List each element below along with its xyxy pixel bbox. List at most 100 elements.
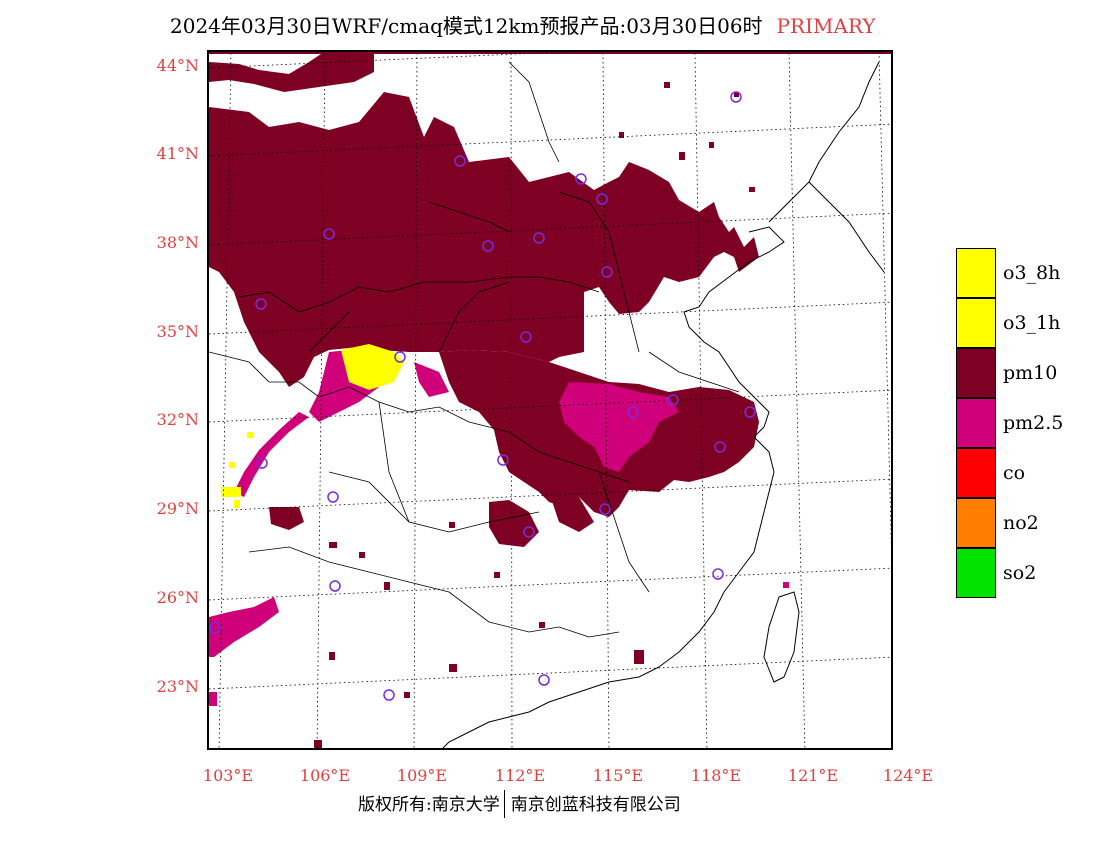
pm25-dot <box>783 582 789 588</box>
station-marker[interactable] <box>255 298 267 310</box>
pm25-sichuan <box>309 350 379 422</box>
station-marker[interactable] <box>209 622 221 634</box>
legend-label: so2 <box>1003 562 1037 584</box>
pm10-dot <box>679 152 685 160</box>
lat-label-44: 44°N <box>156 56 199 75</box>
pm10-dot <box>449 664 457 672</box>
lon-label-121: 121°E <box>787 766 839 785</box>
coastline <box>442 61 885 748</box>
station-marker[interactable] <box>523 526 535 538</box>
pm10-dot <box>404 692 410 698</box>
legend-label: pm10 <box>1003 362 1058 384</box>
map-panel[interactable] <box>207 50 893 750</box>
province-borders <box>209 61 740 638</box>
station-marker[interactable] <box>730 91 742 103</box>
title-text: 2024年03月30日WRF/cmaq模式12km预报产品:03月30日06时 <box>170 14 763 38</box>
pm10-dot <box>709 142 714 148</box>
pm25-layer <box>209 350 789 706</box>
pm10-jiangxi <box>549 492 594 532</box>
legend-swatch <box>956 498 996 548</box>
o3-dot <box>247 432 253 438</box>
station-marker[interactable] <box>482 240 494 252</box>
o3-layer <box>221 344 404 508</box>
station-marker[interactable] <box>383 689 395 701</box>
station-marker[interactable] <box>327 491 339 503</box>
pm10-sw-patch <box>269 507 304 530</box>
station-marker[interactable] <box>520 331 532 343</box>
station-marker[interactable] <box>712 568 724 580</box>
legend-swatch <box>956 348 996 398</box>
station-marker[interactable] <box>533 232 545 244</box>
lat-label-41: 41°N <box>156 144 199 163</box>
station-marker[interactable] <box>744 406 756 418</box>
lon-label-106: 106°E <box>299 766 351 785</box>
pm10-dot <box>734 92 739 97</box>
lat-label-35: 35°N <box>156 322 199 341</box>
lon-label-103: 103°E <box>202 766 254 785</box>
legend-swatch <box>956 298 996 348</box>
lat-label-32: 32°N <box>156 410 199 429</box>
o3-dot <box>234 500 240 508</box>
legend-label: o3_8h <box>1003 262 1061 284</box>
legend-swatch <box>956 398 996 448</box>
station-marker[interactable] <box>575 173 587 185</box>
pm10-dot <box>384 582 390 590</box>
pm10-dot <box>539 622 545 628</box>
pm10-dot <box>449 522 455 528</box>
station-marker[interactable] <box>596 193 608 205</box>
lat-label-38: 38°N <box>156 233 199 252</box>
lon-label-118: 118°E <box>690 766 742 785</box>
copyright-footer: 版权所有:南京大学 南京创蓝科技有限公司 <box>358 790 681 818</box>
o3-shaanxi <box>341 344 404 390</box>
legend-swatch <box>956 448 996 498</box>
primary-tag: PRIMARY <box>776 14 876 38</box>
station-marker[interactable] <box>256 457 268 469</box>
legend-label: no2 <box>1003 512 1039 534</box>
station-marker[interactable] <box>497 454 509 466</box>
lon-label-109: 109°E <box>396 766 448 785</box>
station-marker[interactable] <box>394 351 406 363</box>
lon-label-112: 112°E <box>494 766 546 785</box>
pm10-north-band <box>209 92 759 387</box>
pm10-layer <box>209 52 891 748</box>
legend-label: co <box>1003 462 1026 484</box>
pm10-top-left <box>209 52 374 92</box>
legend-label: o3_1h <box>1003 312 1061 334</box>
legend-label: pm2.5 <box>1003 412 1064 434</box>
pm10-dot <box>749 187 755 192</box>
pm25-hubei <box>414 362 449 397</box>
lat-label-26: 26°N <box>156 588 199 607</box>
pm10-dot <box>329 652 335 660</box>
footer-separator <box>503 790 505 818</box>
pm10-dot <box>359 552 365 558</box>
pm25-sw-streak <box>234 412 309 497</box>
pm10-dot <box>619 132 624 138</box>
pm10-dot <box>634 650 644 664</box>
station-markers <box>209 91 756 701</box>
station-marker[interactable] <box>667 394 679 406</box>
legend-swatch <box>956 548 996 598</box>
pm10-hunan <box>489 500 539 547</box>
forecast-map[interactable] <box>209 52 893 750</box>
map-title: 2024年03月30日WRF/cmaq模式12km预报产品:03月30日06时 P… <box>170 10 876 39</box>
pm10-dot <box>329 542 337 548</box>
station-marker[interactable] <box>329 580 341 592</box>
lon-label-124: 124°E <box>882 766 934 785</box>
pm10-dot <box>494 572 500 578</box>
pm10-dot <box>664 82 670 88</box>
o3-dot <box>229 462 235 468</box>
station-marker[interactable] <box>454 155 466 167</box>
graticule <box>209 52 891 748</box>
station-marker[interactable] <box>599 503 611 515</box>
station-marker[interactable] <box>714 441 726 453</box>
station-marker[interactable] <box>538 674 550 686</box>
legend-swatch <box>956 248 996 298</box>
pm10-dot <box>314 740 322 748</box>
o3-dot <box>221 487 241 497</box>
lat-label-29: 29°N <box>156 499 199 518</box>
station-marker[interactable] <box>323 228 335 240</box>
copyright-right: 南京创蓝科技有限公司 <box>510 795 681 815</box>
station-marker[interactable] <box>627 406 639 418</box>
station-marker[interactable] <box>601 266 613 278</box>
pm10-north-strip <box>209 52 891 54</box>
